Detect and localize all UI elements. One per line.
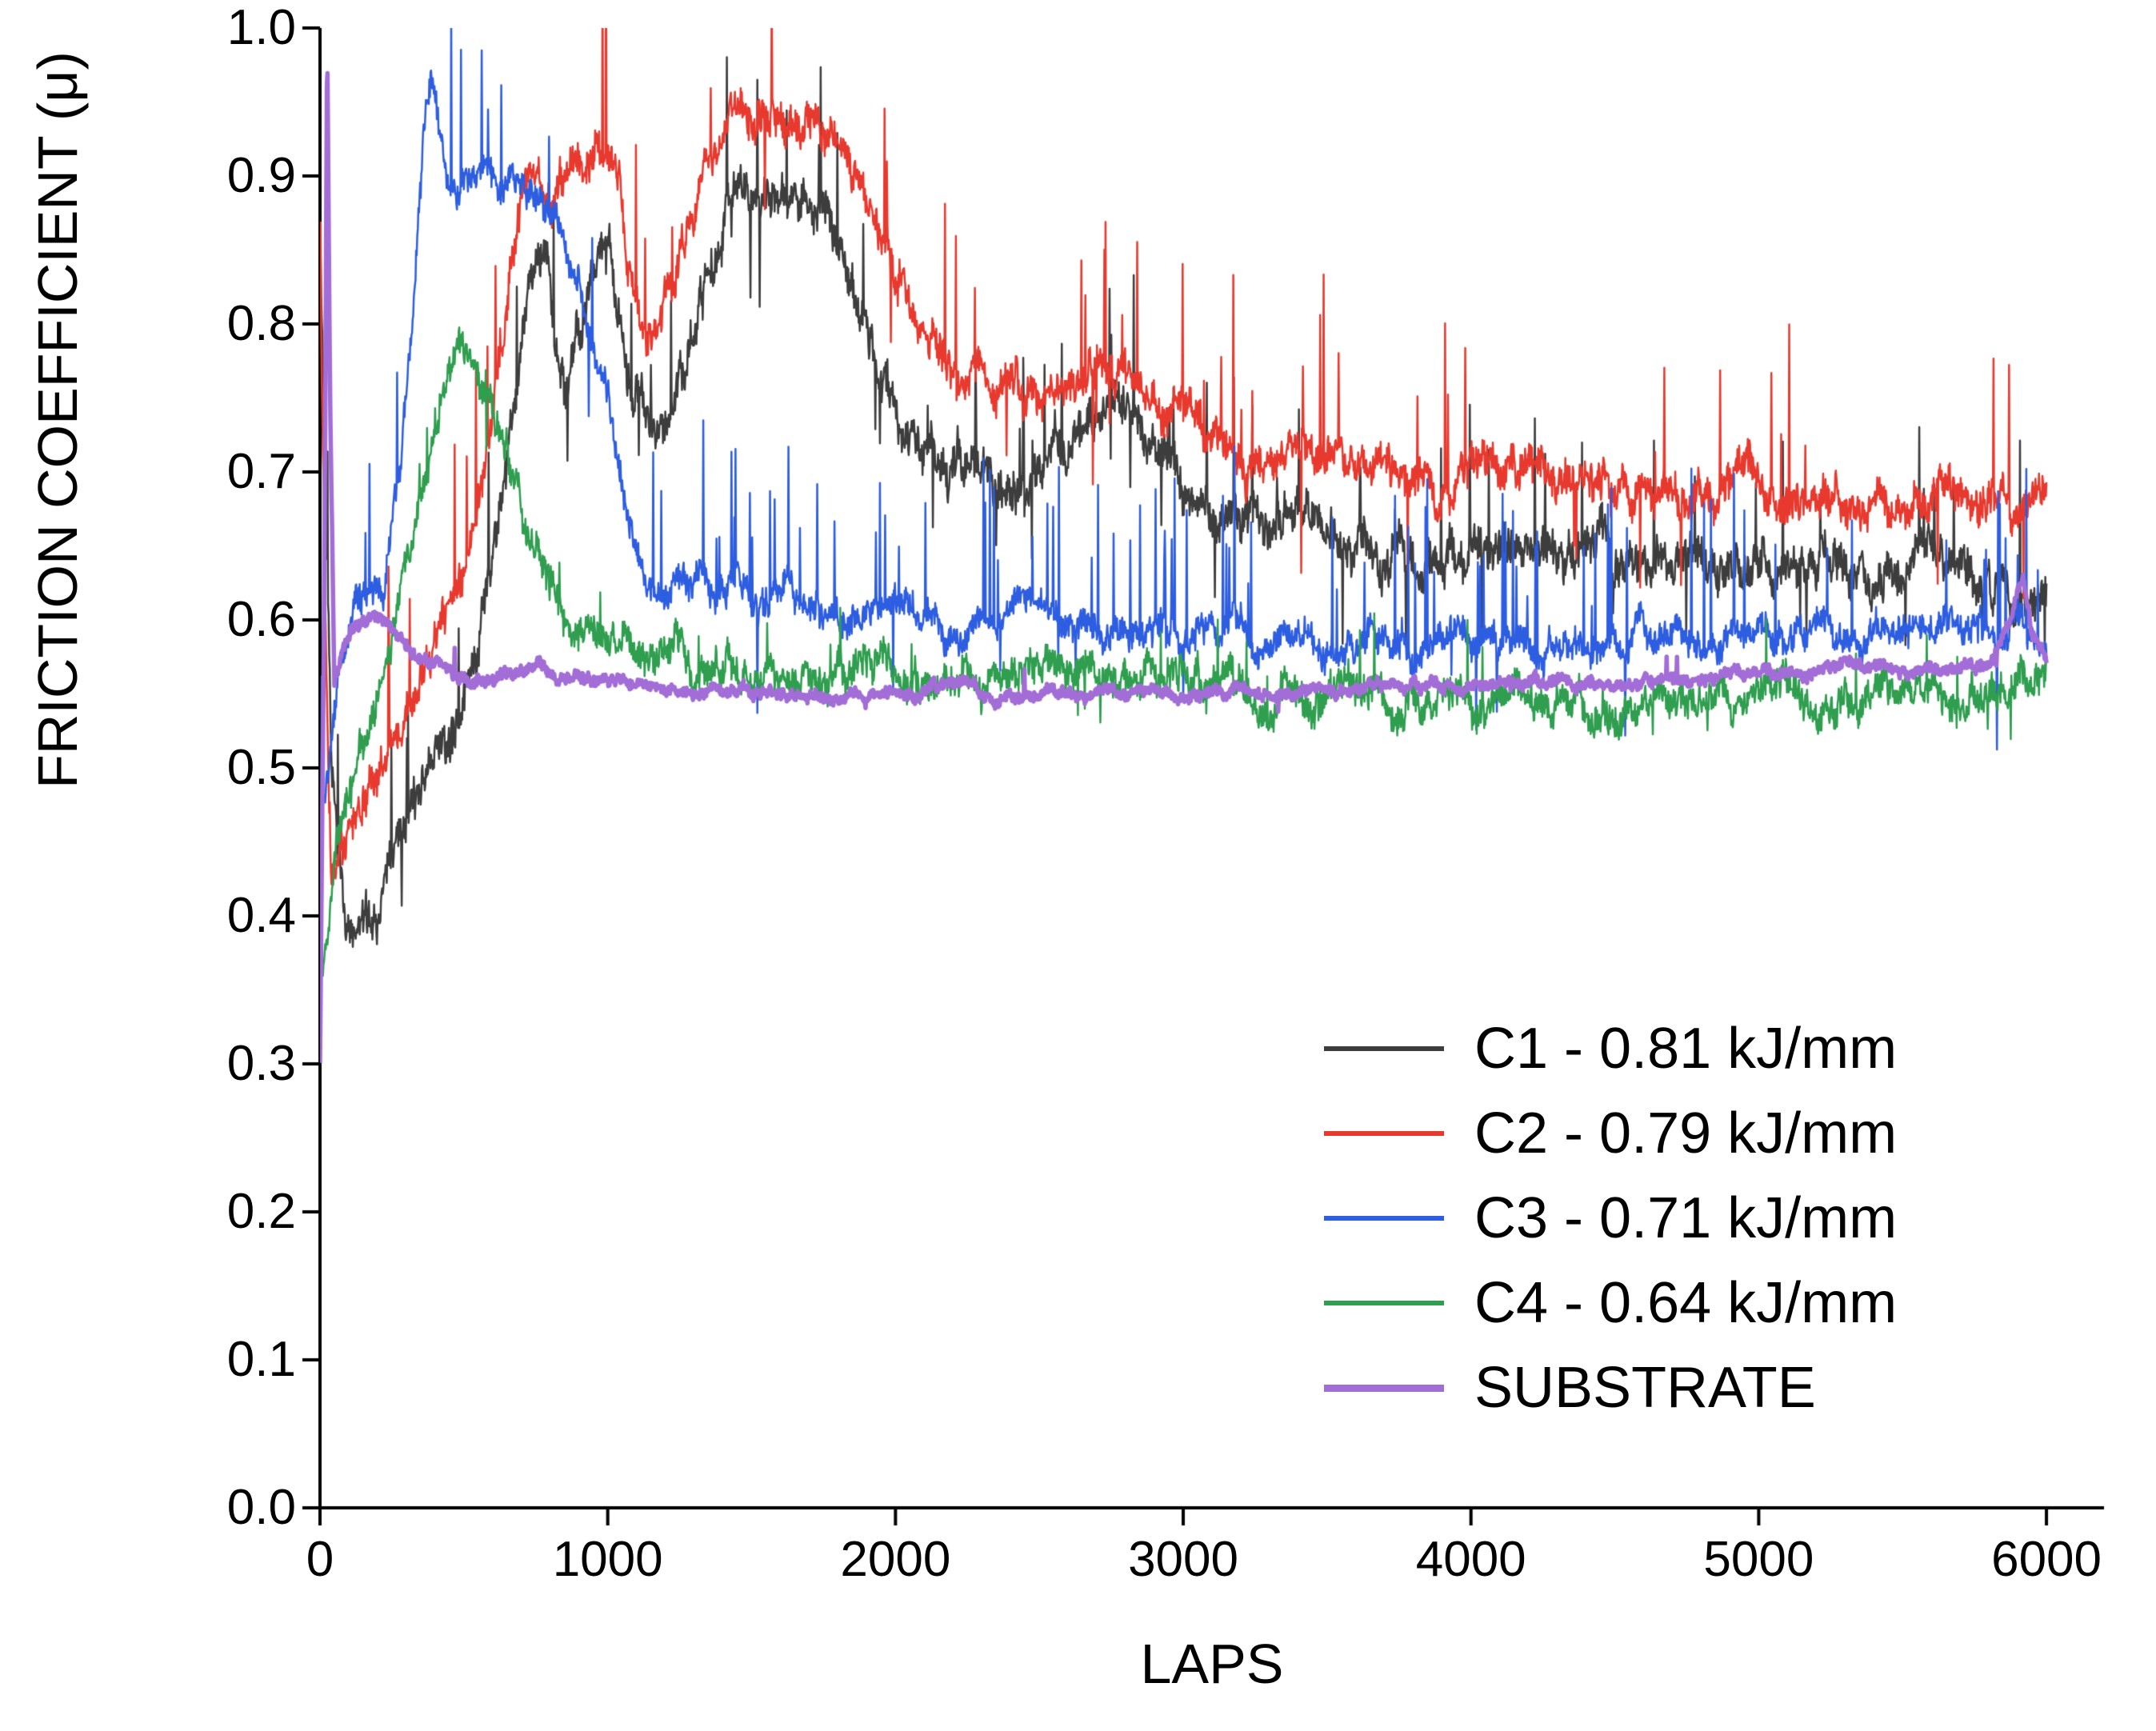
x-tick-label: 1000	[552, 1532, 663, 1587]
y-tick-label: 0.0	[226, 1480, 296, 1535]
legend-line-swatch	[1324, 1301, 1444, 1305]
y-tick-label: 0.4	[226, 888, 296, 943]
x-tick-label: 4000	[1415, 1532, 1526, 1587]
legend-item: C3 - 0.71 kJ/mm	[1324, 1176, 1897, 1261]
y-axis-title: FRICTION COEFFICIENT (μ)	[26, 51, 89, 789]
legend-label: C3 - 0.71 kJ/mm	[1474, 1186, 1898, 1250]
x-tick-label: 2000	[840, 1532, 951, 1587]
y-tick-label: 0.8	[226, 296, 296, 351]
legend-item: C2 - 0.79 kJ/mm	[1324, 1091, 1897, 1176]
y-tick-label: 0.7	[226, 444, 296, 499]
legend-item: C4 - 0.64 kJ/mm	[1324, 1261, 1897, 1345]
legend-line-swatch	[1324, 1384, 1444, 1392]
y-tick-label: 0.3	[226, 1036, 296, 1091]
y-tick-label: 0.9	[226, 148, 296, 203]
legend: C1 - 0.81 kJ/mm C2 - 0.79 kJ/mm C3 - 0.71 …	[1324, 1006, 1897, 1430]
y-tick-label: 0.6	[226, 592, 296, 647]
x-tick-label: 5000	[1703, 1532, 1814, 1587]
legend-line-swatch	[1324, 1131, 1444, 1136]
x-axis-title: LAPS	[1140, 1633, 1284, 1695]
x-tick-label: 0	[306, 1532, 334, 1587]
y-tick-label: 0.1	[226, 1332, 296, 1387]
legend-label: C2 - 0.79 kJ/mm	[1474, 1101, 1898, 1165]
legend-line-swatch	[1324, 1046, 1444, 1051]
legend-item: C1 - 0.81 kJ/mm	[1324, 1006, 1897, 1091]
legend-label: C4 - 0.64 kJ/mm	[1474, 1271, 1898, 1335]
y-tick-label: 1.0	[226, 0, 296, 55]
legend-label: C1 - 0.81 kJ/mm	[1474, 1017, 1898, 1081]
y-tick-label: 0.5	[226, 740, 296, 795]
x-tick-label: 3000	[1128, 1532, 1238, 1587]
legend-label: SUBSTRATE	[1474, 1356, 1816, 1420]
legend-line-swatch	[1324, 1216, 1444, 1221]
legend-item: SUBSTRATE	[1324, 1345, 1897, 1430]
y-tick-label: 0.2	[226, 1184, 296, 1239]
x-tick-label: 6000	[1991, 1532, 2102, 1587]
